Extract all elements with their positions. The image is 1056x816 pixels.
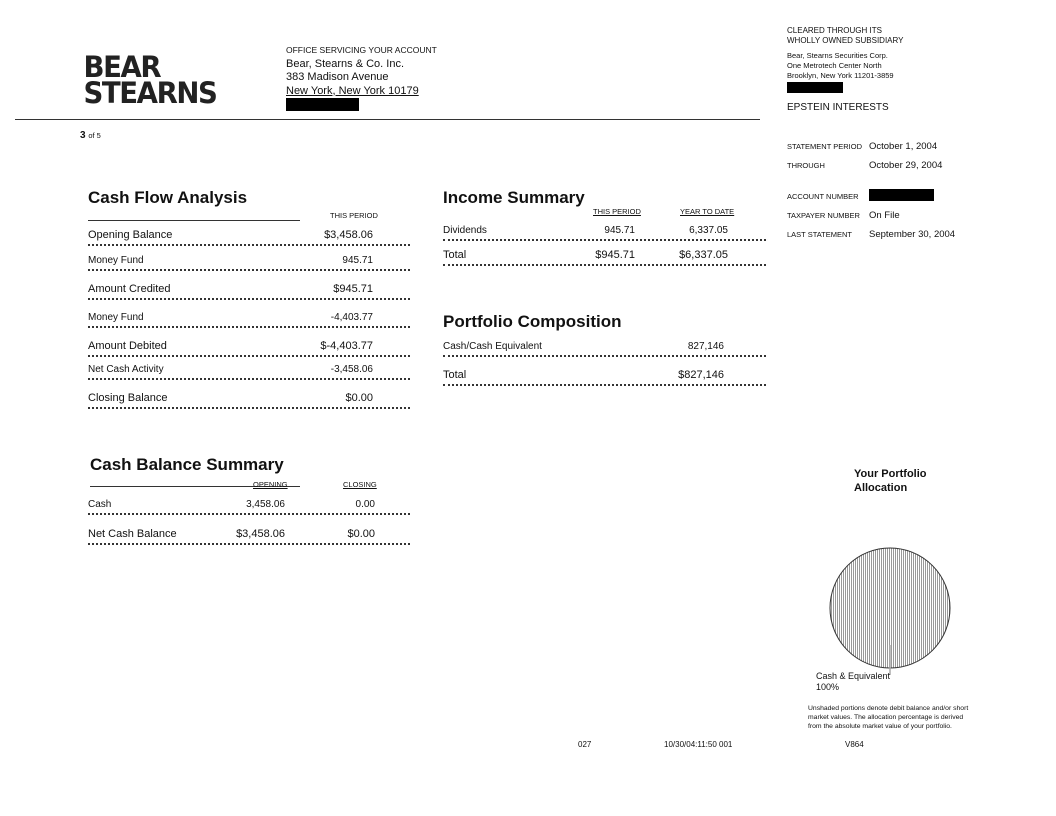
row-value: $-4,403.77 xyxy=(320,340,373,352)
row-label: Money Fund xyxy=(88,255,144,266)
row-label: Cash/Cash Equivalent xyxy=(443,341,542,352)
statement-fields: STATEMENT PERIOD October 1, 2004 THROUGH O… xyxy=(787,136,955,243)
note-line: from the absolute market value of your p… xyxy=(808,723,952,730)
table-row: Cash/Cash Equivalent 827,146 xyxy=(443,335,766,357)
redacted-block xyxy=(286,98,359,111)
ytd-value: 6,337.05 xyxy=(689,225,728,236)
page-number: 3 xyxy=(80,130,86,141)
table-row: Total $827,146 xyxy=(443,364,766,386)
clearing-caption: CLEARED THROUGH ITS xyxy=(787,26,882,35)
opening-value: $3,458.06 xyxy=(236,528,285,540)
this-period-value: $945.71 xyxy=(595,249,635,261)
row-label: Dividends xyxy=(443,225,487,236)
table-row: Total $945.71 $6,337.05 xyxy=(443,244,766,266)
row-value: $945.71 xyxy=(333,283,373,295)
column-header: OPENING xyxy=(253,480,288,489)
portfolio-composition-title: Portfolio Composition xyxy=(443,312,622,331)
column-header: YEAR TO DATE xyxy=(680,207,735,216)
account-number-redacted xyxy=(869,188,934,201)
bear-stearns-logo: BEAR STEARNS xyxy=(83,50,217,110)
field-label: ACCOUNT NUMBER xyxy=(787,192,859,201)
table-row: Net Cash Activity -3,458.06 xyxy=(88,358,410,380)
field-label: TAXPAYER NUMBER xyxy=(787,211,860,220)
note-line: Unshaded portions denote debit balance a… xyxy=(808,705,969,712)
row-value: 945.71 xyxy=(342,255,373,266)
office-line: 383 Madison Avenue xyxy=(286,71,389,83)
page-of: of 5 xyxy=(88,131,101,140)
row-label: Net Cash Activity xyxy=(88,364,164,375)
redacted-block xyxy=(787,82,843,93)
closing-value: $0.00 xyxy=(347,528,375,540)
allocation-note: Unshaded portions denote debit balance a… xyxy=(808,704,968,731)
taxpayer-number: On File xyxy=(869,210,900,221)
row-label: Amount Credited xyxy=(88,283,171,295)
through-date: October 29, 2004 xyxy=(869,160,943,171)
office-line: New York, New York 10179 xyxy=(286,84,419,97)
table-row: Dividends 945.71 6,337.05 xyxy=(443,219,766,241)
header-divider xyxy=(15,119,760,120)
field-label: LAST STATEMENT xyxy=(787,230,853,239)
row-value: $3,458.06 xyxy=(324,229,373,241)
slice-label: Cash & Equivalent 100% xyxy=(816,671,890,693)
cash-balance-title: Cash Balance Summary xyxy=(90,455,284,474)
slice-label-name: Cash & Equivalent xyxy=(816,671,891,681)
clearing-address: Bear, Stearns Securities Corp. xyxy=(787,51,888,60)
last-statement: September 30, 2004 xyxy=(869,229,956,240)
table-row: Closing Balance $0.00 xyxy=(88,387,410,409)
table-row: Net Cash Balance $3,458.06 $0.00 xyxy=(88,523,410,545)
row-label: Net Cash Balance xyxy=(88,528,177,540)
footer-code: V864 xyxy=(845,740,864,749)
allocation-title-line: Allocation xyxy=(854,482,908,494)
allocation-title: Your Portfolio Allocation xyxy=(854,467,927,495)
page-indicator: 3 of 5 xyxy=(80,130,101,141)
this-period-value: 945.71 xyxy=(604,225,635,236)
row-value: 827,146 xyxy=(687,341,724,352)
row-label: Closing Balance xyxy=(88,392,168,404)
closing-value: 0.00 xyxy=(355,499,375,510)
field-label: THROUGH xyxy=(787,161,825,170)
clearing-address: One Metrotech Center North xyxy=(787,61,882,70)
row-label: Cash xyxy=(88,499,112,510)
row-label: Opening Balance xyxy=(88,229,173,241)
statement-period: October 1, 2004 xyxy=(869,141,938,152)
field-label: STATEMENT PERIOD xyxy=(787,142,863,151)
cash-flow-title: Cash Flow Analysis xyxy=(88,188,248,207)
row-label: Amount Debited xyxy=(88,340,167,352)
table-row: Opening Balance $3,458.06 xyxy=(88,224,410,246)
office-caption: OFFICE SERVICING YOUR ACCOUNT xyxy=(286,45,437,55)
title-rule xyxy=(88,220,300,221)
clearing-caption: WHOLLY OWNED SUBSIDIARY xyxy=(787,36,904,45)
table-row: Money Fund -4,403.77 xyxy=(88,306,410,328)
clearing-address: Brooklyn, New York 11201-3859 xyxy=(787,71,894,80)
title-rule xyxy=(90,486,300,487)
clearing-info: CLEARED THROUGH ITS WHOLLY OWNED SUBSIDI… xyxy=(787,26,903,113)
table-row: Money Fund 945.71 xyxy=(88,249,410,271)
row-label: Total xyxy=(443,369,467,381)
row-label: Total xyxy=(443,249,467,261)
column-header: THIS PERIOD xyxy=(330,211,378,220)
allocation-pie-chart xyxy=(829,547,951,675)
table-row: Amount Debited $-4,403.77 xyxy=(88,335,410,357)
account-name: EPSTEIN INTERESTS xyxy=(787,102,889,113)
note-line: market values. The allocation percentage… xyxy=(808,714,964,721)
office-line: Bear, Stearns & Co. Inc. xyxy=(286,57,405,70)
row-value: $827,146 xyxy=(678,369,724,381)
row-label: Money Fund xyxy=(88,312,144,323)
column-header: THIS PERIOD xyxy=(593,207,641,216)
row-value: -3,458.06 xyxy=(330,364,373,375)
footer-timestamp: 10/30/04:11:50 001 xyxy=(664,740,733,749)
ytd-value: $6,337.05 xyxy=(679,249,728,261)
office-address: OFFICE SERVICING YOUR ACCOUNT Bear, Stea… xyxy=(286,44,437,116)
footer-code: 027 xyxy=(578,740,592,749)
column-header: CLOSING xyxy=(343,480,377,489)
row-value: $0.00 xyxy=(345,392,373,404)
allocation-title-line: Your Portfolio xyxy=(854,468,927,480)
row-value: -4,403.77 xyxy=(330,312,373,323)
table-row: Cash 3,458.06 0.00 xyxy=(88,493,410,515)
table-row: Amount Credited $945.71 xyxy=(88,278,410,300)
slice-label-percent: 100% xyxy=(816,682,840,692)
income-summary-title: Income Summary xyxy=(443,188,585,207)
opening-value: 3,458.06 xyxy=(246,499,285,510)
